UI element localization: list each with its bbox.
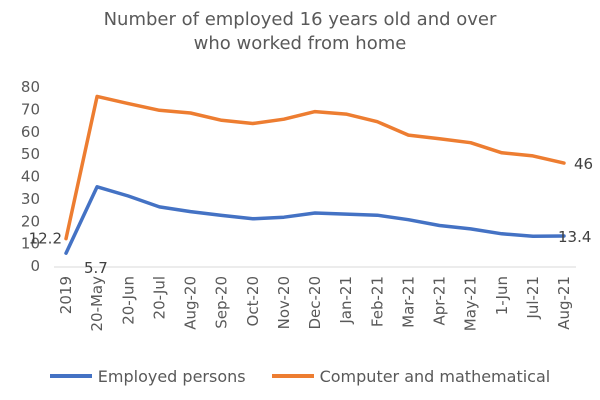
chart-title-line-1: Number of employed 16 years old and over — [103, 9, 497, 30]
x-tick-label-0: 2019 — [57, 276, 75, 314]
x-tick-label-12: Apr-21 — [431, 276, 449, 326]
x-tick-label-9: Jan-21 — [337, 276, 355, 325]
x-tick-label-2: 20-Jun — [119, 276, 137, 325]
y-tick-label-8: 80 — [21, 78, 40, 96]
data-label-2: 46 — [574, 155, 593, 173]
y-tick-label-2: 20 — [21, 212, 40, 230]
y-tick-label-0: 0 — [30, 257, 40, 275]
y-tick-label-1: 10 — [21, 235, 40, 253]
x-tick-label-15: Jul-21 — [524, 276, 542, 320]
x-tick-label-7: Nov-20 — [275, 276, 293, 329]
x-tick-label-6: Oct-20 — [244, 276, 262, 326]
x-tick-label-4: Aug-20 — [182, 276, 200, 330]
data-label-0: 12.2 — [29, 230, 62, 248]
x-tick-label-16: Aug-21 — [555, 276, 573, 330]
x-tick-label-10: Feb-21 — [368, 276, 386, 327]
chart-title: Number of employed 16 years old and over… — [0, 8, 600, 56]
legend-label-computer: Computer and mathematical — [319, 366, 551, 386]
x-tick-label-14: 1-Jun — [493, 276, 511, 315]
y-tick-label-7: 70 — [21, 100, 40, 118]
x-tick-label-5: Sep-20 — [213, 276, 231, 329]
legend: Employed persons Computer and mathematic… — [0, 362, 600, 390]
x-tick-label-1: 20-May — [88, 276, 106, 332]
x-tick-label-3: 20-Jul — [150, 276, 168, 319]
legend-item-employed: Employed persons — [49, 366, 246, 386]
y-tick-label-4: 40 — [21, 168, 40, 186]
x-tick-label-8: Dec-20 — [306, 276, 324, 330]
data-label-1: 5.7 — [84, 259, 108, 277]
series-line-0 — [64, 185, 566, 255]
chart-title-line-2: who worked from home — [193, 33, 407, 54]
series-line-1 — [64, 94, 566, 241]
legend-label-employed: Employed persons — [97, 366, 246, 386]
data-label-3: 13.4 — [558, 228, 591, 246]
y-tick-label-3: 30 — [21, 190, 40, 208]
x-tick-label-11: Mar-21 — [399, 276, 417, 328]
y-tick-label-6: 60 — [21, 123, 40, 141]
legend-swatch-employed — [49, 374, 92, 378]
legend-swatch-computer — [271, 374, 314, 378]
legend-item-computer: Computer and mathematical — [271, 366, 551, 386]
x-tick-label-13: May-21 — [462, 276, 480, 331]
y-tick-label-5: 50 — [21, 145, 40, 163]
